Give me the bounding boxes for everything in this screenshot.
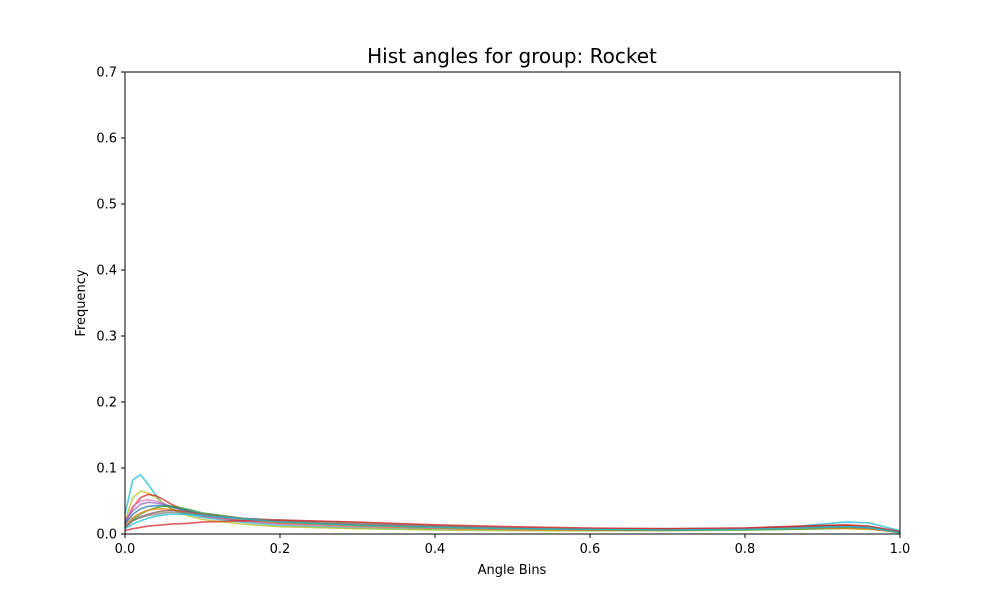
x-tick-label: 0.8 (735, 542, 756, 557)
y-tick-label: 0.0 (96, 528, 117, 543)
series-line-11 (124, 519, 901, 533)
x-tick-label: 0.2 (270, 542, 291, 557)
y-axis: 0.0 0.1 0.2 0.3 0.4 0.5 0.6 0.7 (96, 66, 125, 543)
x-axis-label: Angle Bins (478, 563, 547, 578)
y-axis-label: Frequency (74, 269, 89, 336)
y-tick-label: 0.3 (96, 330, 117, 345)
series-group (124, 473, 901, 534)
y-tick-label: 0.1 (96, 462, 117, 477)
series-line-12 (124, 513, 901, 534)
x-tick-label: 0.6 (580, 542, 601, 557)
y-tick-label: 0.4 (96, 264, 117, 279)
chart-title: Hist angles for group: Rocket (367, 44, 657, 68)
x-tick-label: 1.0 (890, 542, 911, 557)
x-tick-label: 0.0 (115, 542, 136, 557)
axes-frame (124, 71, 901, 535)
y-tick-label: 0.5 (96, 198, 117, 213)
y-tick-label: 0.2 (96, 396, 117, 411)
y-tick-label: 0.7 (96, 66, 117, 81)
x-axis: 0.0 0.2 0.4 0.6 0.8 1.0 (115, 534, 911, 557)
x-tick-label: 0.4 (425, 542, 446, 557)
y-tick-label: 0.6 (96, 132, 117, 147)
